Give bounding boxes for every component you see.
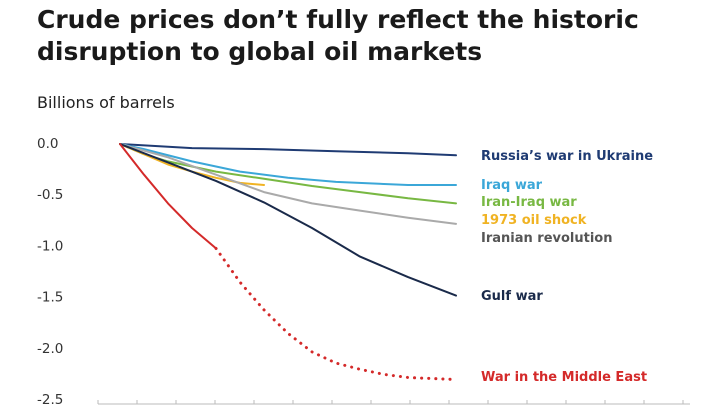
y-tick-label: -2.0 xyxy=(37,341,63,357)
series-line-war-in-the-middle-east xyxy=(119,143,217,250)
series-label-war-in-the-middle-east: War in the Middle East xyxy=(481,370,647,385)
chart-title-line-1: Crude prices don’t fully reflect the his… xyxy=(37,5,639,34)
series-line-iraq-war xyxy=(119,143,457,186)
y-tick-label: -1.5 xyxy=(37,290,63,306)
x-axis xyxy=(97,400,690,405)
y-axis-label: Billions of barrels xyxy=(37,93,175,112)
series-line-russia-s-war-in-ukraine xyxy=(119,143,457,157)
series-labels: Russia’s war in Ukraine Iraq war Iran-Iraq… xyxy=(481,149,653,385)
series-label-russia-s-war-in-ukraine: Russia’s war in Ukraine xyxy=(481,149,653,164)
series-line-gulf-war xyxy=(119,143,457,297)
y-tick-label: -1.0 xyxy=(37,238,63,254)
chart-title-line-2: disruption to global oil markets xyxy=(37,37,482,66)
series-label-iran-iraq-war: Iran-Iraq war xyxy=(481,195,577,210)
series-line-iranian-revolution xyxy=(119,143,457,225)
series-label-iraq-war: Iraq war xyxy=(481,178,543,193)
y-tick-label: -2.5 xyxy=(37,392,63,408)
series-label-gulf-war: Gulf war xyxy=(481,289,543,304)
series-label-1973-oil-shock: 1973 oil shock xyxy=(481,213,587,228)
series-lines xyxy=(119,143,458,381)
series-line-war-in-the-middle-east-projection xyxy=(214,246,458,381)
y-tick-label: 0.0 xyxy=(37,136,58,152)
series-label-iranian-revolution: Iranian revolution xyxy=(481,231,613,246)
y-tick-label: -0.5 xyxy=(37,187,63,203)
y-axis-ticks: 0.0 -0.5 -1.0 -1.5 -2.0 -2.5 xyxy=(37,136,63,408)
